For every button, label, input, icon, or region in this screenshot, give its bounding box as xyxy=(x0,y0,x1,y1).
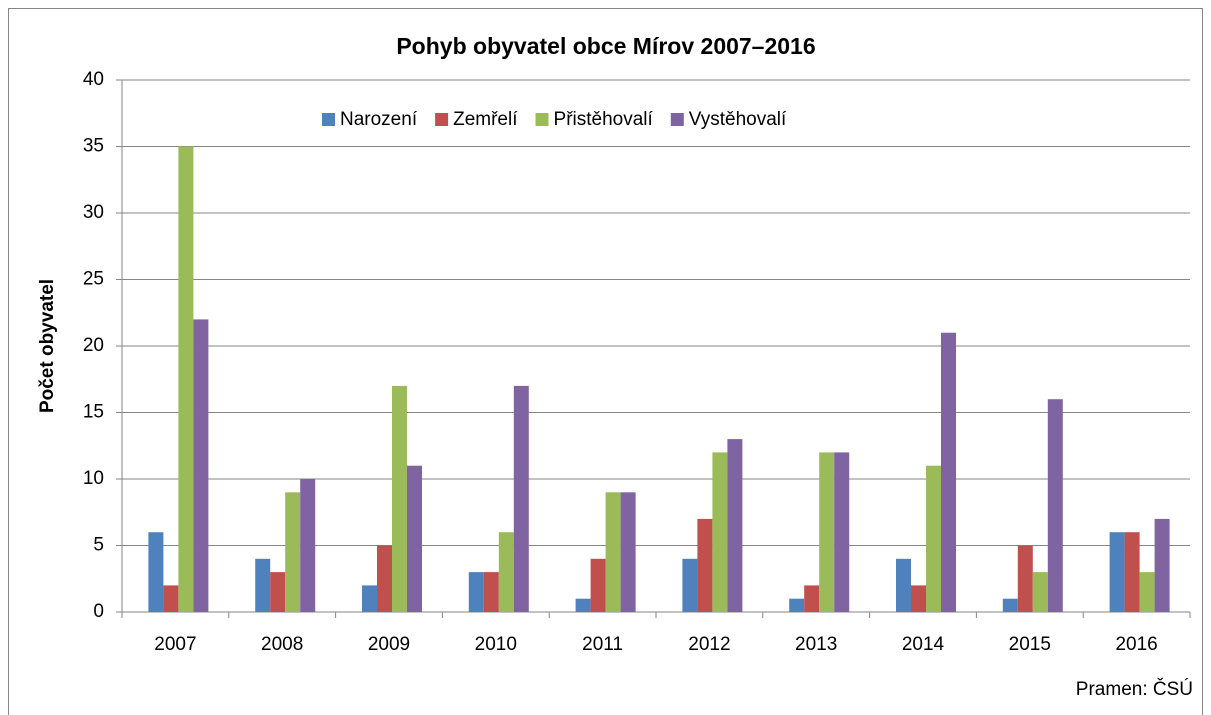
y-tick-label: 35 xyxy=(83,136,104,157)
bar xyxy=(819,452,835,612)
x-tick-label: 2011 xyxy=(582,634,623,655)
bar xyxy=(896,558,911,612)
y-tick-label: 25 xyxy=(83,269,104,290)
bar xyxy=(575,598,591,612)
bar xyxy=(483,572,499,612)
legend-swatch xyxy=(535,113,549,126)
bar xyxy=(285,492,301,612)
bar xyxy=(1032,572,1048,612)
y-axis-label: Počet obyvatel xyxy=(37,279,58,413)
bar xyxy=(377,545,392,612)
bar xyxy=(1139,572,1155,612)
bar xyxy=(590,558,606,612)
legend-swatch xyxy=(435,113,449,126)
legend-label: Vystěhovalí xyxy=(689,109,787,130)
bar xyxy=(392,385,407,612)
bar xyxy=(1109,532,1125,612)
x-tick-label: 2012 xyxy=(688,634,730,655)
x-tick-label: 2010 xyxy=(475,634,517,655)
bar xyxy=(605,492,621,612)
y-tick-label: 40 xyxy=(83,69,104,90)
legend-label: Přistěhovalí xyxy=(554,109,654,130)
bar xyxy=(1154,518,1170,612)
x-tick-label: 2014 xyxy=(902,634,945,655)
bar xyxy=(926,465,941,612)
y-tick-label: 30 xyxy=(83,202,104,223)
bar xyxy=(620,492,636,612)
bar xyxy=(712,452,728,612)
y-tick-label: 15 xyxy=(83,402,104,423)
y-tick-label: 20 xyxy=(83,335,104,356)
bar xyxy=(911,585,926,612)
bar xyxy=(178,146,194,612)
bar xyxy=(255,558,271,612)
x-tick-label: 2007 xyxy=(154,634,196,655)
legend-swatch xyxy=(670,113,684,126)
chart-title: Pohyb obyvatel obce Mírov 2007–2016 xyxy=(396,33,815,59)
bar xyxy=(468,572,484,612)
x-tick-label: 2008 xyxy=(261,634,303,655)
bar xyxy=(300,479,316,612)
source-note: Pramen: ČSÚ xyxy=(1076,678,1193,700)
y-tick-label: 0 xyxy=(93,601,104,622)
y-tick-label: 10 xyxy=(83,468,104,489)
x-tick-label: 2013 xyxy=(795,634,837,655)
bar xyxy=(682,558,698,612)
bar xyxy=(834,452,850,612)
bar xyxy=(513,385,529,612)
x-tick-label: 2015 xyxy=(1009,634,1051,655)
bar xyxy=(789,598,805,612)
legend-label: Narození xyxy=(340,109,418,130)
bar xyxy=(727,439,743,612)
x-tick-label: 2009 xyxy=(368,634,410,655)
bar xyxy=(362,585,377,612)
legend-label: Zemřelí xyxy=(453,109,518,130)
bar xyxy=(697,518,713,612)
bar xyxy=(804,585,820,612)
bar xyxy=(1017,545,1033,612)
bar xyxy=(193,319,209,612)
legend-swatch xyxy=(322,113,335,126)
bar xyxy=(270,572,286,612)
bar xyxy=(941,332,956,612)
bar xyxy=(1047,399,1063,612)
bar xyxy=(1002,598,1018,612)
x-tick-label: 2016 xyxy=(1115,634,1157,655)
bar xyxy=(1124,532,1140,612)
bar xyxy=(498,532,514,612)
bar xyxy=(148,532,164,612)
y-tick-label: 5 xyxy=(93,535,104,556)
bar xyxy=(163,585,179,612)
bar xyxy=(407,465,422,612)
